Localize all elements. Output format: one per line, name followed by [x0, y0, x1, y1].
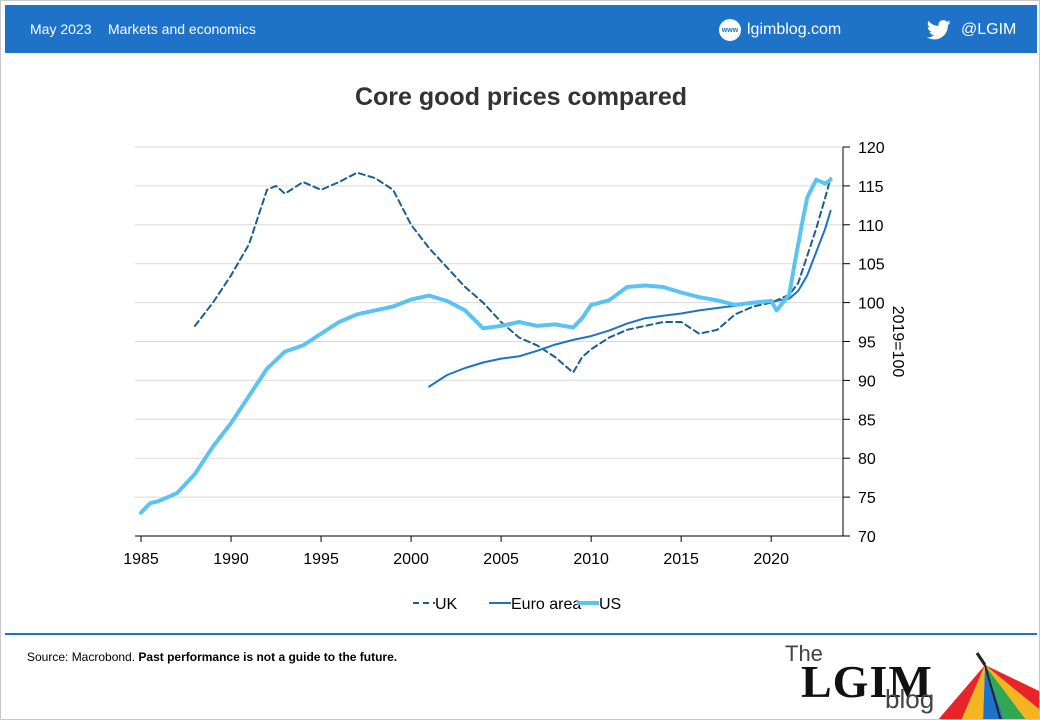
y-tick-label: 70 — [858, 529, 876, 546]
source-note: Source: Macrobond. Past performance is n… — [27, 650, 397, 664]
series-line-euro-area — [428, 209, 832, 388]
legend-label: US — [599, 596, 621, 613]
x-tick-label: 1985 — [123, 551, 159, 568]
chart-title: Core good prices compared — [354, 83, 688, 111]
logo-lgim: LGIM — [801, 656, 933, 707]
footer-divider — [5, 633, 1037, 635]
umbrella-icon — [938, 652, 1039, 719]
legend-label: Euro area — [511, 596, 581, 613]
y-tick-label: 90 — [858, 373, 876, 390]
x-tick-label: 1990 — [213, 551, 249, 568]
series-line-us — [139, 177, 833, 515]
series-line-uk — [194, 171, 832, 374]
x-tick-label: 2020 — [753, 551, 789, 568]
gridlines — [135, 146, 843, 537]
y-tick-label: 120 — [858, 140, 885, 157]
logo-blog: blog — [885, 684, 935, 714]
y-tick-label: 85 — [858, 412, 876, 429]
y-tick-label: 80 — [858, 451, 876, 468]
x-tick-label: 2005 — [483, 551, 519, 568]
y-tick-label: 110 — [858, 218, 884, 235]
y-axis-label: 2019=100 — [889, 306, 906, 378]
header-date: May 2023 — [30, 21, 92, 37]
legend-label: UK — [435, 596, 458, 613]
header-section[interactable]: Markets and economics — [108, 21, 256, 37]
legend: UK Euro area US — [413, 596, 621, 613]
x-tick-label: 1995 — [303, 551, 339, 568]
twitter-icon — [927, 20, 951, 40]
y-tick-label: 95 — [858, 335, 876, 352]
x-tick-label: 2015 — [663, 551, 699, 568]
logo-the: The — [785, 641, 823, 666]
series-lines — [139, 171, 833, 515]
header-twitter-link[interactable]: @LGIM — [927, 17, 1016, 43]
y-tick-label: 75 — [858, 490, 876, 507]
header-site-label: lgimblog.com — [747, 21, 842, 38]
lgim-blog-logo: The LGIM blog — [781, 641, 941, 719]
x-tick-label: 2000 — [393, 551, 429, 568]
header-handle-label: @LGIM — [961, 21, 1017, 38]
y-tick-label: 105 — [858, 257, 885, 274]
source-text: Source: Macrobond. — [27, 650, 136, 664]
y-tick-label: 115 — [858, 179, 884, 196]
header-bar: May 2023 Markets and economics www lgimb… — [5, 5, 1037, 53]
axes: 70 75 80 85 90 95 100 105 110 115 120 1985 1990 1995 2… — [123, 140, 885, 568]
header-site-link[interactable]: www lgimblog.com — [719, 17, 841, 43]
disclaimer-text: Past performance is not a guide to the f… — [138, 650, 398, 664]
y-tick-label: 100 — [858, 296, 885, 313]
line-chart: 70 75 80 85 90 95 100 105 110 115 120 1985 1990 1995 2… — [123, 140, 906, 613]
www-icon: www — [719, 19, 741, 41]
x-tick-label: 2010 — [573, 551, 609, 568]
